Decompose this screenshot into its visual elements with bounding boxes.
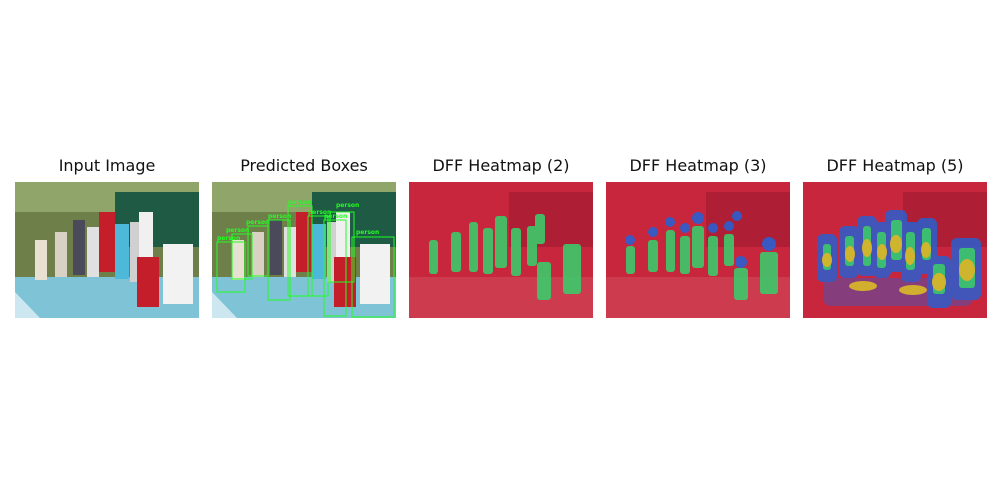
panel-title: DFF Heatmap (3) <box>629 156 767 175</box>
box-label: person <box>246 219 269 226</box>
detection-box <box>231 233 253 280</box>
heatmap-3-svg <box>606 182 790 318</box>
box-label: person <box>288 199 311 206</box>
input-photo-svg <box>15 182 199 318</box>
detection-box <box>267 219 291 301</box>
boxes-photo: person person person person person perso… <box>212 182 396 318</box>
box-label: person <box>226 227 249 234</box>
detection-box <box>323 219 347 317</box>
box-label: person <box>324 213 347 220</box>
panel-title: DFF Heatmap (2) <box>432 156 570 175</box>
panel-title: DFF Heatmap (5) <box>826 156 964 175</box>
box-label: person <box>356 229 379 236</box>
boxes-photo-svg: person person person person person perso… <box>212 182 396 318</box>
heatmap-2 <box>409 182 593 318</box>
detection-box <box>307 215 329 297</box>
box-label: person <box>336 202 359 209</box>
box-label: person <box>308 209 331 216</box>
heatmap-2-svg <box>409 182 593 318</box>
detection-box <box>351 236 395 318</box>
heatmap-3 <box>606 182 790 318</box>
input-photo <box>15 182 199 318</box>
box-label: person <box>217 235 240 242</box>
box-label: person <box>268 213 291 220</box>
detection-box <box>216 241 246 293</box>
panel-title: Input Image <box>58 156 156 175</box>
panel-title: Predicted Boxes <box>240 156 368 175</box>
heatmap-5 <box>803 182 987 318</box>
heatmap-5-svg <box>803 182 987 318</box>
detection-box <box>329 211 355 283</box>
detection-box <box>287 205 313 297</box>
